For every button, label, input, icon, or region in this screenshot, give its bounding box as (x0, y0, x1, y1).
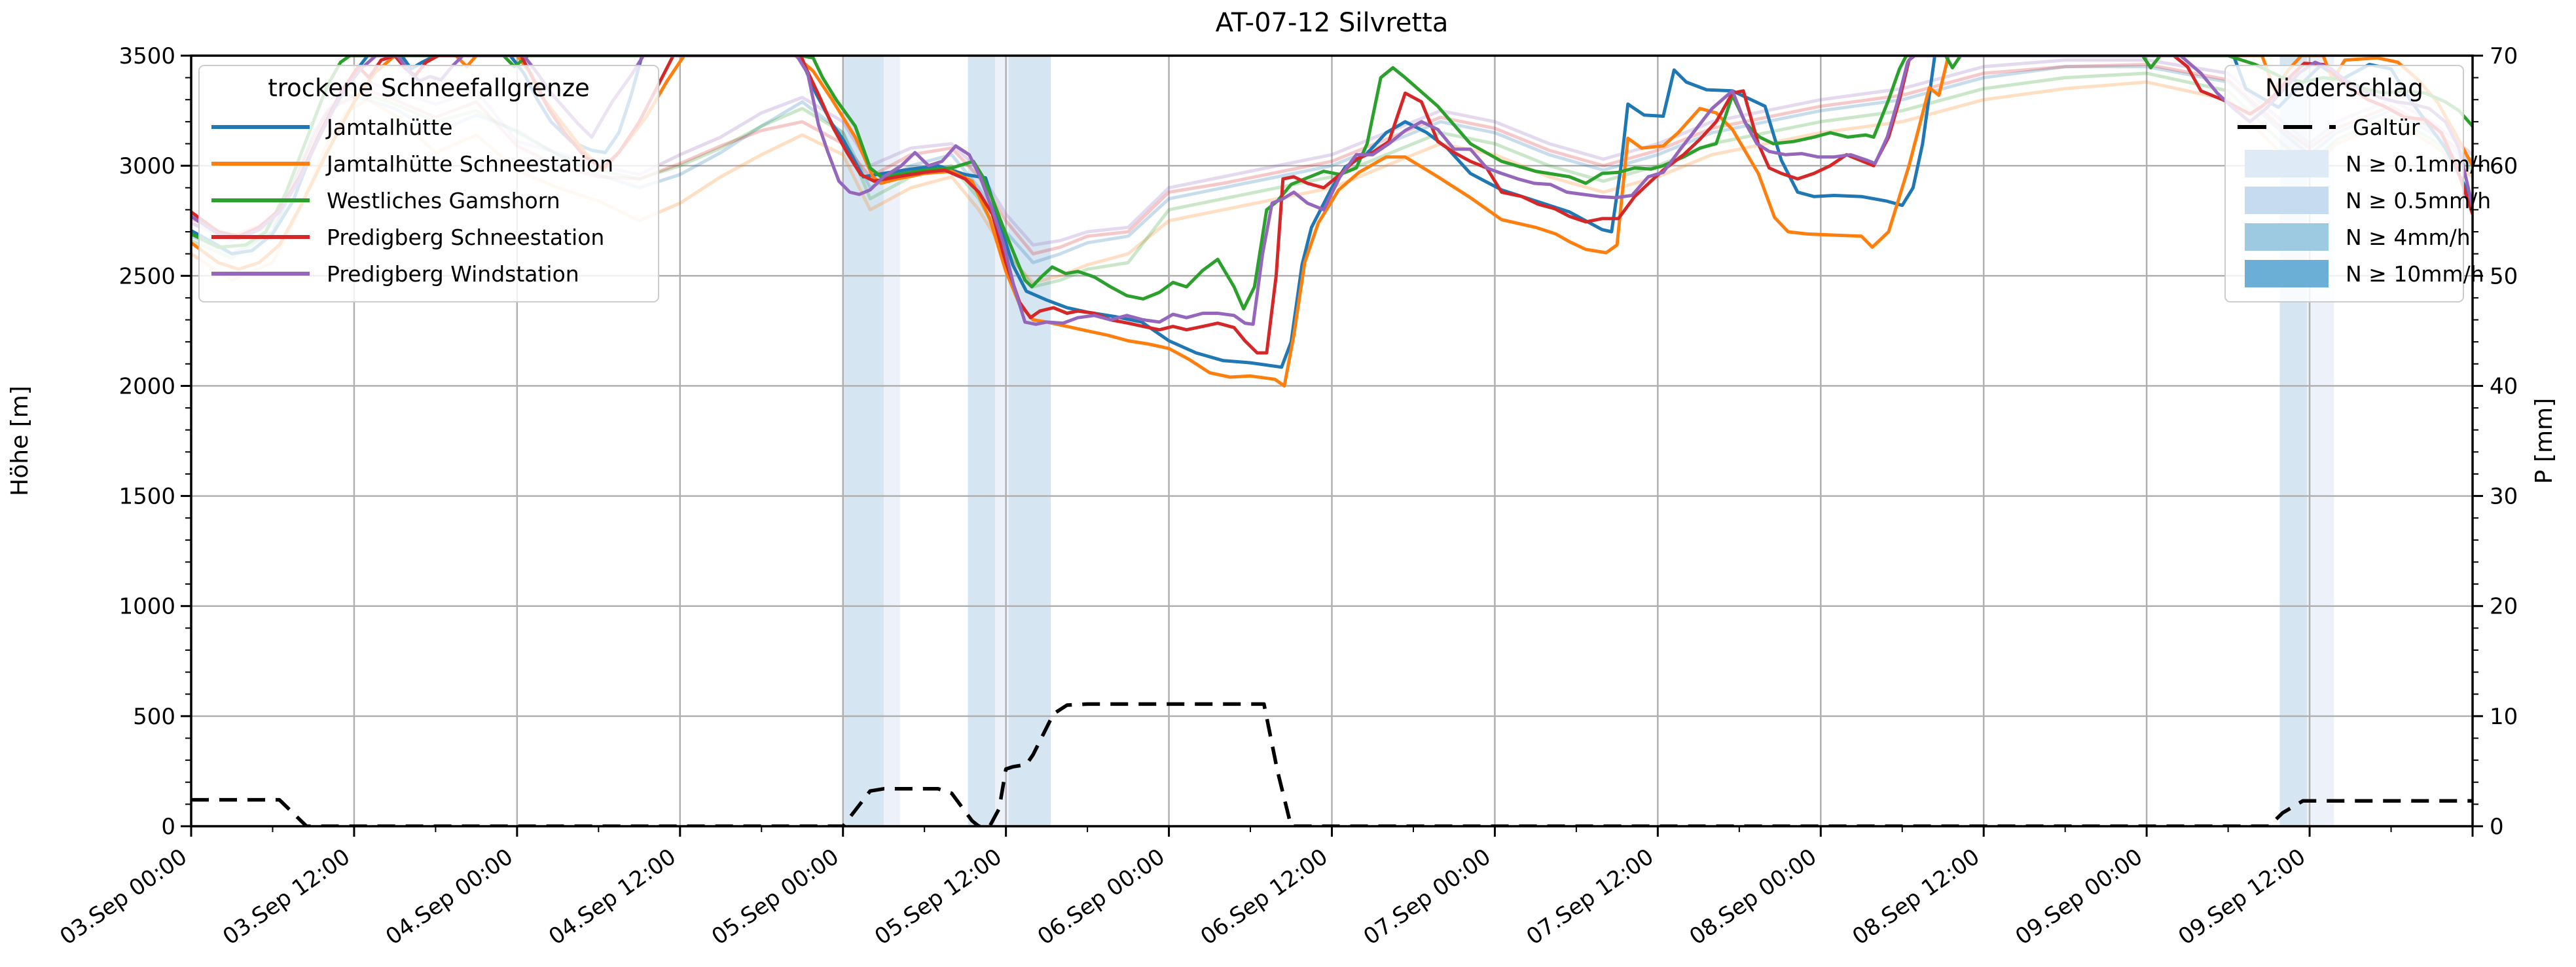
line-sample-icon (211, 162, 310, 166)
x-tick-label: 09.Sep 00:00 (2010, 844, 2147, 951)
precip-patch-icon (2245, 187, 2329, 214)
plot-title: AT-07-12 Silvretta (1216, 8, 1449, 38)
line-sample-icon (211, 198, 310, 202)
legend-precip: Niederschlag Galtür N ≥ 0.1mm/h N ≥ 0.5m… (2224, 65, 2491, 302)
y-left-tick-label: 3000 (118, 153, 175, 179)
x-tick-label: 05.Sep 00:00 (707, 844, 844, 951)
legend-item-label: Westliches Gamshorn (327, 187, 560, 213)
dashed-line-sample-icon (2238, 125, 2336, 129)
legend-item-label: Jamtalhütte Schneestation (327, 151, 614, 177)
x-tick-label: 08.Sep 12:00 (1848, 844, 1985, 951)
legend-snowline: trockene Schneefallgrenze Jamtalhütte Ja… (198, 65, 659, 302)
x-tick-label: 04.Sep 00:00 (381, 844, 518, 951)
x-tick-label: 05.Sep 12:00 (870, 844, 1007, 951)
legend-item-label: N ≥ 4mm/h (2346, 224, 2471, 250)
legend-item-jamtalhuette: Jamtalhütte (211, 109, 646, 145)
legend-item-label: Galtür (2353, 114, 2420, 140)
legend-item-jamtalhuette-schneestation: Jamtalhütte Schneestation (211, 145, 646, 182)
y-right-tick-label: 30 (2490, 484, 2518, 510)
x-tick-label: 09.Sep 12:00 (2173, 844, 2310, 951)
legend-item-n05: N ≥ 0.5mm/h (2238, 182, 2491, 219)
legend-item-galtuer: Galtür (2238, 109, 2451, 145)
y-right-tick-label: 50 (2490, 263, 2518, 289)
precip-patch-icon (2245, 260, 2329, 287)
y-left-tick-label: 2000 (118, 373, 175, 399)
line-sample-icon (211, 125, 310, 129)
legend-item-label: Predigberg Schneestation (327, 224, 605, 250)
x-tick-label: 03.Sep 12:00 (218, 844, 355, 951)
y-left-tick-label: 0 (161, 814, 175, 840)
legend-item-label: Predigberg Windstation (327, 261, 579, 287)
y-right-tick-label: 40 (2490, 373, 2518, 399)
y-left-tick-label: 2500 (118, 263, 175, 289)
y-left-tick-label: 1000 (118, 594, 175, 620)
y-left-tick-label: 3500 (118, 43, 175, 69)
legend-item-predigberg-windstation: Predigberg Windstation (211, 255, 646, 292)
x-tick-label: 04.Sep 12:00 (544, 844, 681, 951)
line-sample-icon (211, 235, 310, 239)
legend-item-label: N ≥ 0.1mm/h (2346, 151, 2492, 177)
legend-item-westliches-gamshorn: Westliches Gamshorn (211, 182, 646, 219)
precip-patch-icon (2245, 150, 2329, 177)
x-tick-label: 06.Sep 12:00 (1196, 844, 1333, 951)
line-sample-icon (211, 272, 310, 276)
legend-item-label: N ≥ 10mm/h (2346, 261, 2484, 287)
y-left-tick-label: 1500 (118, 484, 175, 510)
y-left-tick-label: 500 (133, 704, 175, 730)
x-tick-label: 06.Sep 00:00 (1033, 844, 1170, 951)
legend-item-predigberg-schneestation: Predigberg Schneestation (211, 219, 646, 255)
x-tick-label: 07.Sep 00:00 (1359, 844, 1496, 951)
legend-snowline-title: trockene Schneefallgrenze (268, 74, 590, 102)
precip-dashed-line (191, 702, 2473, 826)
legend-item-n4: N ≥ 4mm/h (2238, 219, 2471, 255)
y-left-axis-label: Höhe [m] (7, 386, 33, 496)
y-right-tick-label: 10 (2490, 704, 2518, 730)
legend-item-n01: N ≥ 0.1mm/h (2238, 145, 2491, 182)
x-tick-label: 07.Sep 12:00 (1522, 844, 1659, 951)
legend-precip-title: Niederschlag (2265, 74, 2423, 102)
x-tick-label: 08.Sep 00:00 (1685, 844, 1822, 951)
legend-item-n10: N ≥ 10mm/h (2238, 255, 2484, 292)
y-right-tick-label: 0 (2490, 814, 2504, 840)
x-tick-label: 03.Sep 00:00 (55, 844, 192, 951)
y-right-tick-label: 70 (2490, 43, 2518, 69)
y-right-tick-label: 20 (2490, 594, 2518, 620)
precip-band (883, 56, 900, 826)
y-right-axis-label: P [mm] (2531, 398, 2558, 484)
legend-item-label: N ≥ 0.5mm/h (2346, 187, 2492, 213)
precip-patch-icon (2245, 223, 2329, 251)
precip-band (1008, 56, 1051, 826)
y-right-tick-label: 60 (2490, 153, 2518, 179)
legend-item-label: Jamtalhütte (327, 114, 453, 140)
snowline-series (191, 56, 2473, 311)
